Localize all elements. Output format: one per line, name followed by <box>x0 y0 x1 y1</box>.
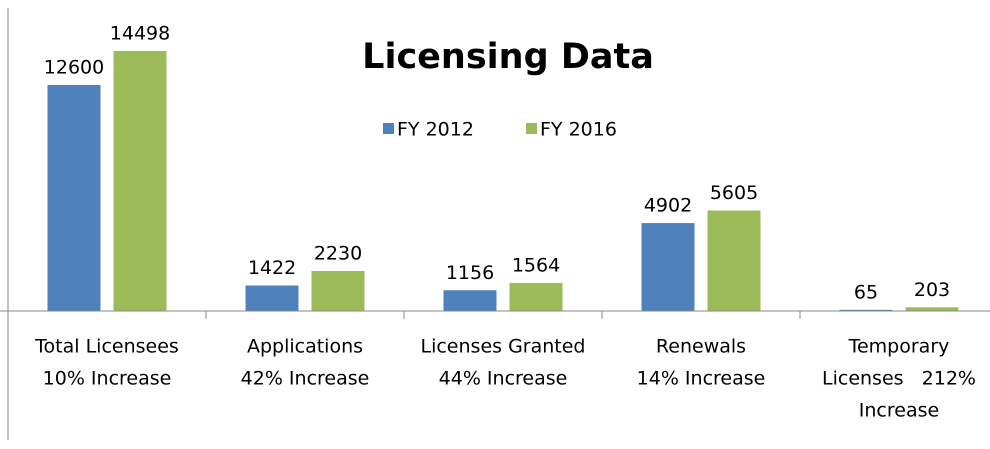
legend-swatch <box>383 123 394 134</box>
data-label: 2230 <box>314 242 362 264</box>
data-label: 5605 <box>710 182 758 204</box>
legend-label: FY 2012 <box>397 119 474 141</box>
x-tick-label: Licenses Granted <box>421 336 586 358</box>
x-tick-label: 44% Increase <box>439 368 568 390</box>
x-tick-label: 14% Increase <box>637 368 766 390</box>
bar <box>641 223 695 311</box>
x-tick-label: 42% Increase <box>241 368 370 390</box>
x-tick-label: Renewals <box>656 336 746 358</box>
bar <box>311 270 365 311</box>
data-label: 1422 <box>248 257 296 279</box>
data-label: 12600 <box>44 56 104 78</box>
data-label: 1156 <box>446 262 494 284</box>
x-tick-label: Licenses 212% <box>822 368 976 390</box>
bar <box>47 84 101 311</box>
data-label: 65 <box>854 281 878 303</box>
x-tick-label: Applications <box>247 336 363 358</box>
data-label: 203 <box>914 279 950 301</box>
legend-label: FY 2016 <box>540 119 617 141</box>
bar <box>839 309 893 311</box>
x-tick-label: Increase <box>859 400 939 422</box>
bar <box>905 307 959 311</box>
bar <box>707 210 761 311</box>
bar <box>113 50 167 311</box>
bar <box>245 285 299 311</box>
chart-title: Licensing Data <box>362 37 654 77</box>
x-tick-label: 10% Increase <box>43 368 172 390</box>
data-label: 4902 <box>644 195 692 217</box>
legend-swatch <box>526 123 537 134</box>
data-label: 1564 <box>512 254 560 276</box>
x-tick-label: Temporary <box>848 336 950 358</box>
bar <box>509 282 563 311</box>
x-tick-label: Total Licensees <box>34 336 179 358</box>
data-label: 14498 <box>110 22 170 44</box>
bar <box>443 290 497 311</box>
